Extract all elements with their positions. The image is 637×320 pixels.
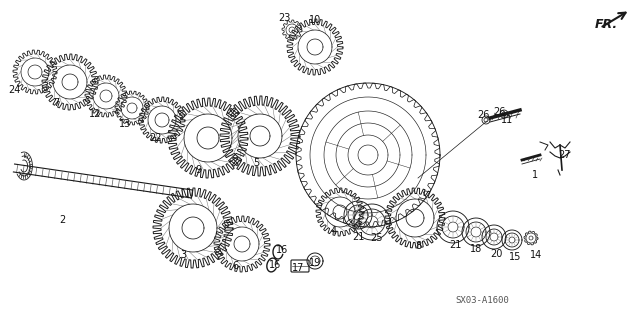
Text: 9: 9 <box>195 165 201 175</box>
Text: 4: 4 <box>331 226 337 236</box>
Text: 3: 3 <box>180 250 186 260</box>
Text: SX03-A1600: SX03-A1600 <box>455 296 509 305</box>
Text: 15: 15 <box>509 252 521 262</box>
Text: 10: 10 <box>309 15 321 25</box>
Text: 5: 5 <box>253 158 259 168</box>
Text: 21: 21 <box>352 232 364 242</box>
Text: 2: 2 <box>59 215 65 225</box>
Text: 14: 14 <box>530 250 542 260</box>
Text: 7: 7 <box>53 98 59 108</box>
Text: 11: 11 <box>501 115 513 125</box>
Text: 18: 18 <box>470 244 482 254</box>
Text: 24: 24 <box>8 85 20 95</box>
Text: 13: 13 <box>119 119 131 129</box>
Text: 20: 20 <box>490 249 502 259</box>
Text: 16: 16 <box>276 245 288 255</box>
Text: 12: 12 <box>89 109 101 119</box>
Text: 25: 25 <box>371 233 383 243</box>
Text: 22: 22 <box>149 133 161 143</box>
Text: FR.: FR. <box>595 18 618 31</box>
Text: 16: 16 <box>269 260 281 270</box>
Text: 23: 23 <box>278 13 290 23</box>
Text: 6: 6 <box>232 261 238 271</box>
Text: 26: 26 <box>493 107 505 117</box>
Text: 26: 26 <box>477 110 489 120</box>
Text: 17: 17 <box>292 263 304 273</box>
Text: 1: 1 <box>532 170 538 180</box>
Text: 27: 27 <box>559 150 571 160</box>
Text: 8: 8 <box>415 241 421 251</box>
Text: 19: 19 <box>309 258 321 268</box>
Text: 21: 21 <box>449 240 461 250</box>
